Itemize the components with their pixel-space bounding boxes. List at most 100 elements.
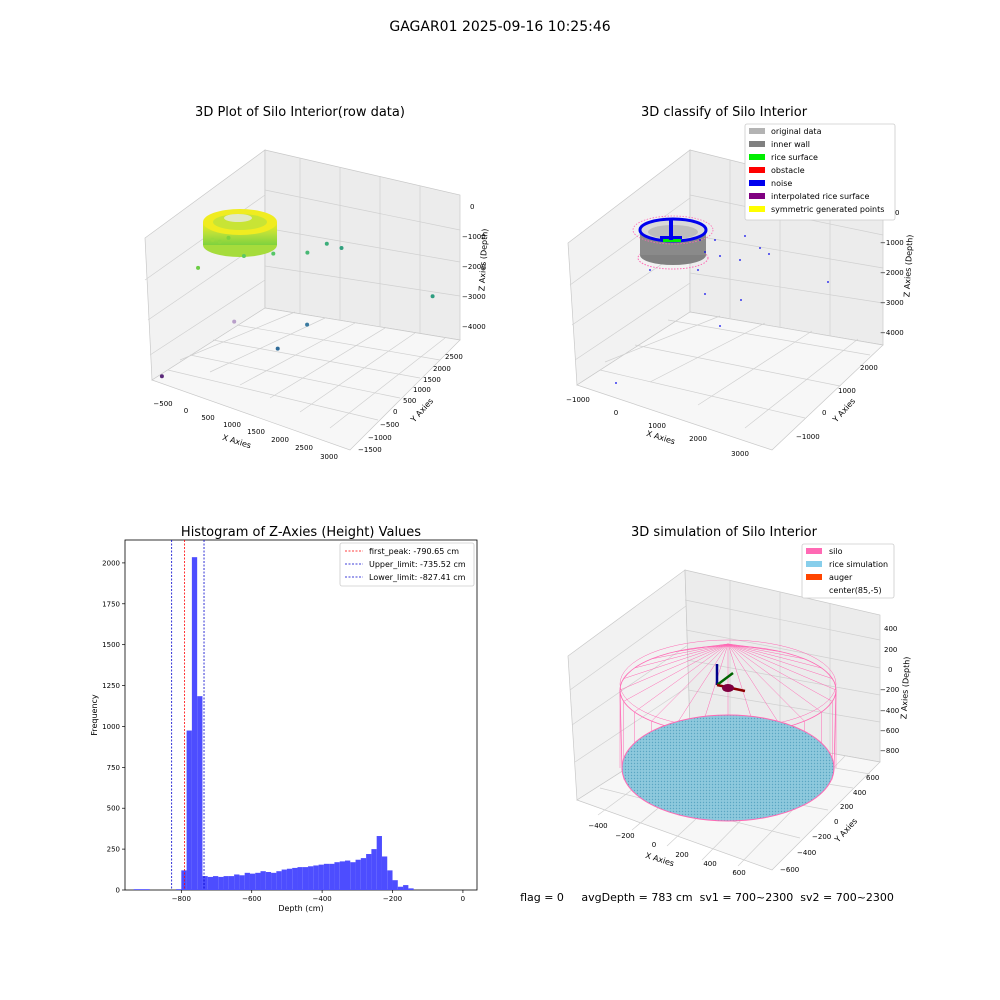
histogram-bar — [360, 858, 367, 890]
raw-data-point — [324, 241, 329, 246]
classify-x-tick: 1000 — [648, 422, 666, 430]
histogram-bar — [181, 870, 187, 890]
histogram-bar — [297, 867, 303, 890]
histogram-bar — [133, 889, 140, 890]
histogram-bar — [218, 876, 224, 890]
raw-z-label: Z Axies (Depth) — [477, 228, 489, 291]
legend-label-silo: silo — [829, 547, 843, 556]
sim-y-tick: −200 — [812, 833, 831, 841]
raw-outlier-points — [159, 235, 435, 379]
histogram-x-tick-label: −200 — [383, 895, 402, 903]
raw-silo-ring — [203, 209, 277, 257]
raw-y-tick: −500 — [380, 421, 399, 429]
legend-label-original-data: original data — [771, 127, 822, 136]
histogram-bar — [408, 888, 414, 890]
raw-y-tick: 0 — [393, 408, 397, 416]
silo-roof-spoke — [727, 643, 783, 653]
legend-swatch-rice-simulation — [806, 561, 822, 567]
rice-surface-disc — [621, 714, 835, 822]
histogram-bar — [239, 875, 245, 890]
legend-label-obstacle: obstacle — [771, 166, 805, 175]
simulation-legend: silo rice simulation auger center(85,-5) — [801, 543, 895, 599]
noise-point — [719, 255, 721, 257]
legend-swatch-noise — [749, 180, 765, 186]
classify-x-tick: −1000 — [566, 396, 590, 404]
histogram-x-tick-label: 0 — [461, 895, 465, 903]
silo-roof-spoke — [619, 643, 729, 691]
histogram-y-tick-label: 500 — [107, 805, 120, 813]
raw-z-tick: −2000 — [462, 263, 486, 271]
histogram-bar — [376, 836, 382, 890]
histogram-plot-area — [124, 539, 478, 891]
sim-z-label: Z Axies (Depth) — [899, 656, 911, 719]
legend-label-symmetric: symmetric generated points — [771, 205, 884, 214]
sim-x-tick: −400 — [588, 822, 607, 830]
noise-point — [719, 325, 721, 327]
raw-x-tick: 0 — [184, 407, 188, 415]
raw-z-tick: 0 — [470, 203, 474, 211]
silo-roof-spoke — [727, 643, 833, 679]
histogram-bar — [281, 869, 287, 890]
raw-grid — [144, 158, 461, 429]
histogram-y-tick-label: 1000 — [102, 723, 120, 731]
raw-z-tick: −4000 — [462, 323, 486, 331]
classify-x-tick: 2000 — [689, 435, 707, 443]
histogram-bar — [202, 876, 208, 890]
legend-label-noise: noise — [771, 179, 792, 188]
noise-point — [697, 269, 699, 271]
classify-x-label: X Axies — [645, 429, 676, 446]
sim-z-tick: −200 — [880, 686, 899, 694]
noise-point — [740, 299, 742, 301]
legend-label-inner-wall: inner wall — [771, 140, 810, 149]
histogram-bar — [207, 876, 213, 890]
histogram-x-tick-label: −800 — [172, 895, 191, 903]
classify-x-tick: 3000 — [731, 450, 749, 458]
raw-y-tick: 1000 — [413, 386, 431, 394]
histogram-bar — [308, 866, 314, 890]
panel-histogram: Histogram of Z-Axies (Height) Values −80… — [90, 525, 478, 913]
histogram-bar — [329, 863, 335, 890]
legend-label-rice-surface: rice surface — [771, 153, 818, 162]
histogram-bar — [397, 886, 404, 890]
simulation-auger — [715, 664, 746, 693]
silo-roof-spoke — [673, 643, 729, 729]
histogram-y-tick-label: 250 — [107, 846, 120, 854]
histogram-y-tick-label: 2000 — [102, 559, 120, 567]
legend-lower-limit: Lower_limit: -827.41 cm — [369, 573, 466, 582]
histogram-bar — [392, 880, 398, 890]
histogram-bar — [318, 864, 324, 890]
histogram-bar — [292, 867, 298, 890]
raw-x-tick: 2000 — [271, 436, 289, 444]
histogram-x-tick-label: −400 — [313, 895, 332, 903]
noise-point — [759, 247, 761, 249]
silo-roof-spoke — [727, 643, 822, 713]
silo-roof-spoke — [651, 643, 729, 722]
sim-y-tick: −600 — [780, 866, 799, 874]
sim-z-tick: 200 — [884, 646, 897, 654]
silo-roof-spoke — [727, 643, 783, 729]
classify-axes-panes — [567, 149, 884, 451]
noise-point — [739, 259, 741, 261]
raw-z-tick: −1000 — [462, 233, 486, 241]
classify-y-tick: 1000 — [838, 387, 856, 395]
histogram-bar — [244, 872, 250, 890]
noise-point — [714, 239, 716, 241]
histogram-bar — [286, 868, 293, 890]
classify-grid — [569, 160, 884, 429]
histogram-bar — [223, 876, 229, 890]
histogram-title: Histogram of Z-Axies (Height) Values — [181, 525, 421, 540]
sim-y-tick: 400 — [853, 789, 866, 797]
sim-y-tick: −400 — [797, 849, 816, 857]
histogram-bar — [381, 856, 388, 890]
histogram-bar — [234, 874, 240, 890]
sim-x-tick: −200 — [615, 832, 634, 840]
histogram-bar — [350, 862, 356, 890]
raw-data-point — [430, 294, 435, 299]
legend-label-rice-simulation: rice simulation — [829, 560, 888, 569]
raw-y-tick: −1500 — [358, 446, 382, 454]
legend-label-auger: auger — [829, 573, 853, 582]
histogram-x-ticks: −800 −600 −400 −200 0 — [172, 890, 465, 903]
raw-y-tick: 2000 — [433, 365, 451, 373]
silo-roof-spoke — [727, 643, 837, 691]
